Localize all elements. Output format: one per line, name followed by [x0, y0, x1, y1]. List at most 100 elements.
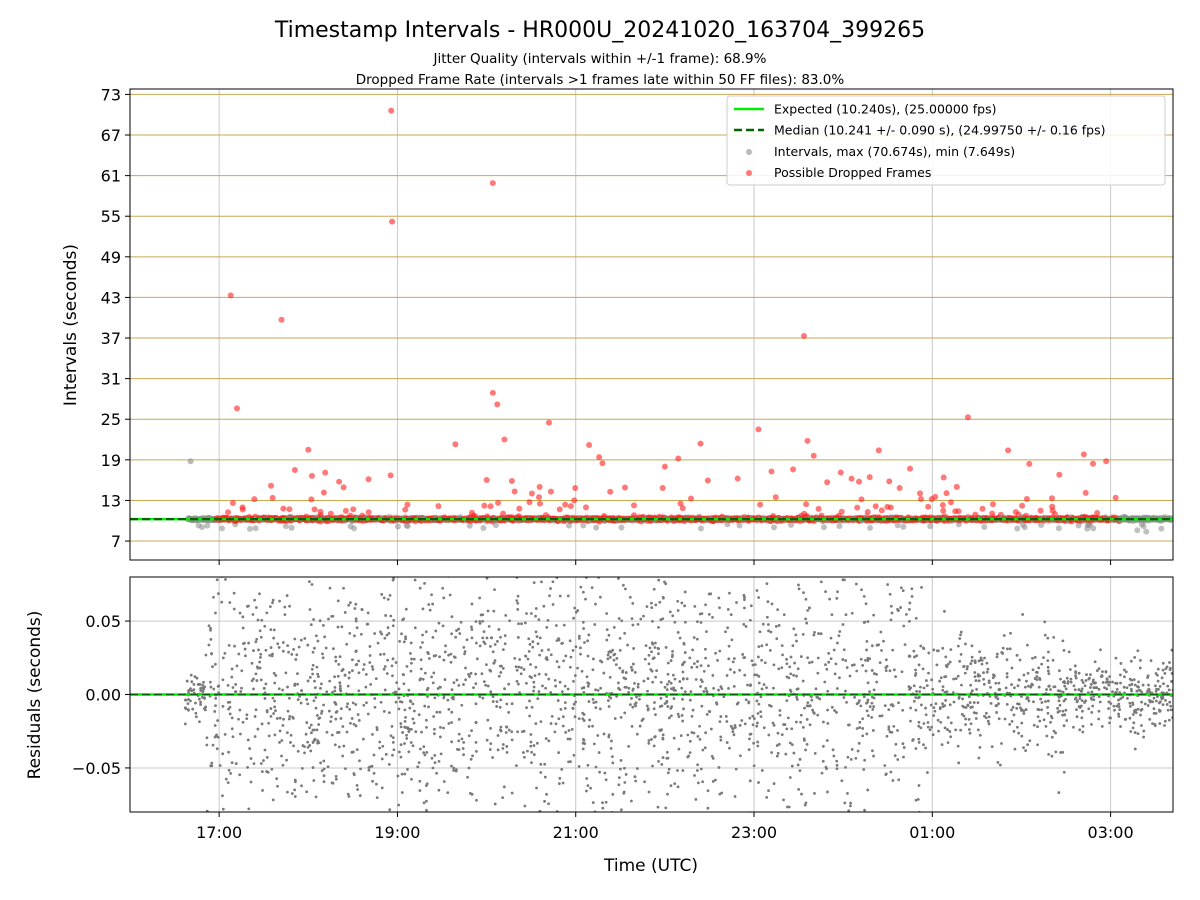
residual-point: [698, 737, 702, 741]
dropped-frame-point: [872, 503, 879, 510]
residual-point: [280, 739, 284, 742]
residual-point: [738, 668, 742, 672]
residual-point: [730, 638, 734, 642]
residual-point: [516, 636, 520, 639]
residual-point: [888, 592, 892, 596]
outlier-point: [907, 465, 914, 472]
top-ytick-label: 73: [101, 85, 121, 104]
residual-point: [946, 741, 950, 745]
residual-point: [336, 625, 340, 629]
residual-point: [1036, 743, 1039, 747]
residual-point: [1108, 675, 1112, 678]
residual-point: [799, 655, 803, 658]
residual-point: [795, 674, 798, 678]
residual-point: [602, 732, 606, 736]
dropped-frame-point: [327, 510, 334, 517]
residual-point: [832, 648, 836, 652]
dropped-frame-point: [979, 505, 986, 512]
residual-point: [755, 589, 759, 592]
residual-point: [1059, 751, 1062, 754]
residual-point: [345, 642, 349, 646]
residual-point: [978, 733, 982, 737]
residual-point: [320, 711, 323, 715]
residual-point: [630, 668, 634, 672]
residual-point: [914, 798, 918, 802]
residual-point: [443, 678, 447, 681]
residual-point: [515, 668, 519, 672]
residual-point: [634, 701, 638, 705]
residual-point: [567, 760, 570, 764]
residual-point: [268, 605, 272, 609]
outlier-point: [278, 316, 285, 323]
residual-point: [997, 702, 1000, 706]
residual-point: [924, 679, 928, 682]
residual-point: [215, 747, 219, 751]
residual-point: [321, 624, 325, 627]
residual-point: [309, 749, 313, 753]
residual-point: [339, 717, 343, 720]
residual-point: [404, 635, 407, 639]
residual-point: [296, 682, 300, 686]
residual-point: [694, 678, 698, 681]
dropped-frame-point: [350, 506, 357, 513]
residual-point: [1152, 696, 1156, 700]
residual-point: [1083, 701, 1086, 704]
residual-point: [598, 770, 601, 774]
residual-point: [836, 590, 839, 594]
residual-point: [457, 732, 461, 736]
residual-point: [808, 704, 812, 708]
residual-point: [227, 643, 231, 647]
residual-point: [1065, 719, 1069, 722]
residual-point: [491, 695, 495, 698]
residual-point: [525, 681, 528, 685]
residual-point: [585, 777, 589, 780]
residual-point: [418, 747, 422, 751]
residual-point: [645, 704, 649, 708]
residual-point: [224, 577, 227, 581]
residual-point: [282, 717, 285, 721]
residual-point: [708, 710, 712, 714]
residual-point: [1092, 686, 1096, 690]
dropped-frame-point: [939, 501, 946, 508]
residual-point: [475, 750, 478, 753]
residual-point: [450, 615, 454, 619]
residual-point: [776, 751, 780, 755]
residual-point: [254, 672, 258, 676]
residual-point: [545, 626, 549, 629]
residual-point: [960, 683, 963, 687]
residual-point: [281, 649, 285, 653]
residual-point: [1047, 650, 1050, 654]
residual-point: [247, 807, 251, 811]
residual-point: [816, 656, 820, 660]
residual-point: [926, 771, 929, 774]
residual-point: [209, 764, 213, 768]
residual-point: [772, 663, 776, 667]
residual-point: [594, 688, 597, 692]
residual-point: [1119, 681, 1122, 685]
interval-point: [836, 523, 843, 530]
residual-point: [765, 686, 768, 690]
residual-point: [907, 607, 911, 611]
residual-point: [751, 714, 755, 718]
residual-point: [313, 679, 316, 683]
residual-point: [527, 637, 531, 641]
residual-point: [405, 733, 408, 737]
residual-point: [353, 634, 356, 638]
residual-point: [368, 654, 372, 657]
interval-point: [820, 524, 827, 531]
residual-point: [1022, 673, 1026, 677]
residual-point: [491, 650, 495, 654]
top-ytick-label: 37: [101, 329, 121, 348]
residual-point: [1126, 696, 1129, 700]
residual-point: [1010, 666, 1014, 670]
residual-point: [549, 653, 553, 657]
residual-point: [827, 660, 831, 664]
residual-point: [793, 661, 796, 665]
residual-point: [732, 671, 736, 674]
residual-point: [742, 593, 746, 597]
residual-point: [338, 681, 342, 685]
residual-point: [399, 725, 403, 729]
residual-point: [686, 733, 690, 737]
outlier-point: [489, 180, 496, 187]
residual-point: [1077, 671, 1081, 675]
